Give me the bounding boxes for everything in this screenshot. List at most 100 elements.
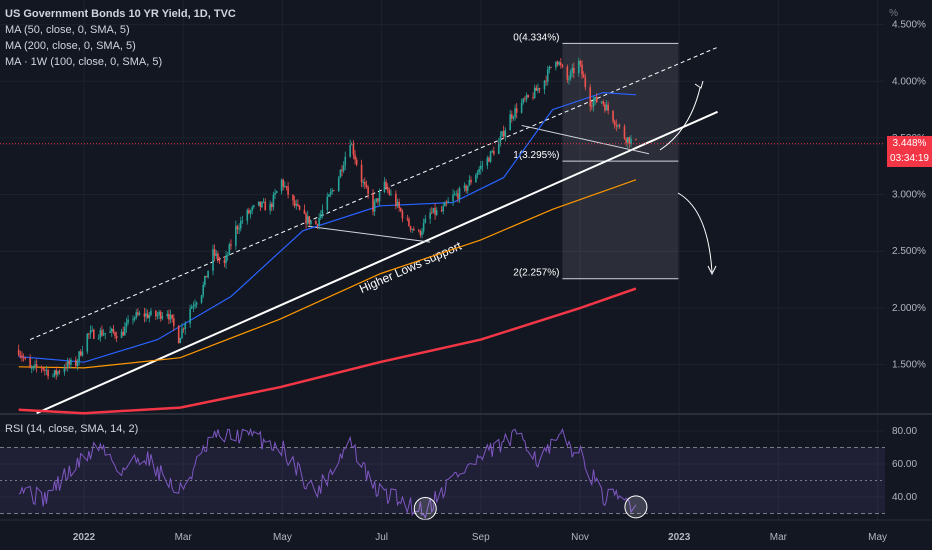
candle-body: [204, 275, 206, 285]
candle: [630, 135, 632, 148]
candle: [76, 358, 79, 371]
candle: [509, 109, 511, 131]
candle: [497, 138, 500, 155]
ma-weekly-legend[interactable]: MA · 1W (100, close, 0, SMA, 5): [5, 56, 163, 68]
time-axis-tick: Mar: [770, 532, 788, 543]
candle-body: [476, 172, 479, 175]
candle: [511, 110, 513, 123]
candle-body: [173, 318, 175, 326]
candle: [470, 176, 472, 185]
candle-body: [125, 322, 128, 328]
candle-body: [533, 87, 536, 99]
candle-body: [445, 202, 448, 204]
rsi-axis-tick: 40.00: [892, 492, 917, 503]
candle: [308, 216, 311, 227]
candle: [217, 251, 219, 263]
candle-body: [81, 351, 84, 356]
rsi-highlight-circle: [413, 497, 437, 521]
candle-body: [112, 328, 115, 333]
candle-body: [537, 88, 539, 91]
candle: [372, 189, 374, 216]
candle-body: [447, 201, 449, 203]
candle-body: [17, 349, 20, 355]
candle-body: [53, 370, 56, 376]
candle-body: [248, 210, 250, 214]
candle-body: [79, 351, 82, 356]
candle: [502, 125, 505, 140]
candle: [401, 209, 404, 223]
candle: [114, 331, 116, 340]
fib-label-0: 0(4.334%): [513, 32, 559, 43]
ma50-legend[interactable]: MA (50, close, 0, SMA, 5): [5, 24, 130, 36]
candle-body: [396, 201, 399, 207]
candle-body: [626, 137, 629, 143]
symbol-title[interactable]: US Government Bonds 10 YR Yield, 1D, TVC: [5, 8, 236, 20]
candle: [475, 173, 477, 183]
candle-body: [148, 315, 151, 319]
candle: [533, 84, 536, 99]
candle: [466, 185, 469, 194]
time-axis-tick: Sep: [472, 532, 490, 543]
candle-body: [145, 313, 147, 317]
candle: [543, 80, 546, 95]
candle-body: [452, 194, 454, 202]
candle-body: [207, 270, 209, 278]
candle-body: [344, 156, 347, 166]
down-arrow-head: [707, 265, 717, 276]
candle: [19, 350, 22, 359]
candle: [337, 175, 340, 193]
candle: [409, 225, 412, 233]
candle: [491, 149, 494, 153]
candle: [169, 309, 172, 324]
candle-body: [342, 165, 345, 172]
candle: [329, 188, 332, 198]
candle: [560, 58, 562, 69]
candle-body: [35, 364, 38, 368]
candle-body: [70, 359, 72, 365]
candle-body: [137, 312, 139, 315]
candle: [355, 157, 358, 167]
time-axis-tick: May: [273, 532, 292, 543]
candle: [408, 216, 410, 227]
candle: [395, 190, 397, 210]
candle: [535, 84, 538, 91]
candle-body: [481, 165, 484, 167]
candle: [579, 59, 582, 68]
candle: [138, 310, 141, 316]
candle-body: [434, 208, 436, 215]
candle-body: [99, 330, 102, 338]
candle-body: [509, 114, 511, 131]
candle: [584, 73, 587, 91]
candle: [421, 227, 423, 239]
ma200-legend[interactable]: MA (200, close, 0, SMA, 5): [5, 40, 136, 52]
candle: [298, 204, 301, 211]
candle-body: [262, 201, 265, 203]
candle-body: [182, 328, 185, 330]
candle-body: [110, 328, 113, 332]
candle: [378, 188, 381, 207]
candle-body: [453, 194, 456, 195]
candle-body: [101, 330, 103, 336]
candle: [249, 209, 252, 219]
candle-body: [573, 68, 575, 74]
candle-body: [146, 313, 149, 319]
candle: [65, 362, 67, 371]
candle-body: [306, 216, 309, 224]
rsi-legend[interactable]: RSI (14, close, SMA, 14, 2): [5, 423, 139, 435]
candle-body: [468, 179, 471, 186]
grid: [0, 0, 885, 520]
candle-body: [30, 367, 33, 369]
candle-body: [386, 187, 389, 191]
candle: [504, 127, 507, 142]
candle-body: [124, 327, 126, 336]
candle: [569, 69, 572, 81]
candle: [212, 244, 214, 276]
candle: [548, 65, 551, 74]
candle-body: [488, 157, 490, 162]
candle-body: [75, 359, 77, 366]
candle-body: [287, 186, 289, 195]
candle-body: [354, 154, 356, 160]
time-axis-tick: Jul: [375, 532, 388, 543]
candle: [316, 223, 319, 229]
